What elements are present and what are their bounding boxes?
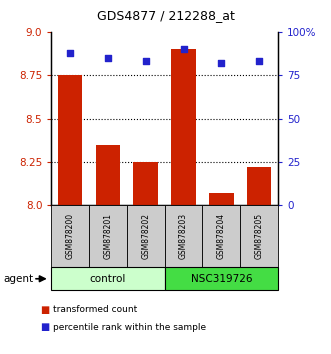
Point	[257, 58, 262, 64]
Point	[105, 55, 111, 61]
Point	[219, 60, 224, 66]
Text: agent: agent	[3, 274, 33, 284]
Text: GDS4877 / 212288_at: GDS4877 / 212288_at	[97, 10, 234, 22]
Text: control: control	[90, 274, 126, 284]
Bar	[58, 75, 82, 205]
Text: GSM878205: GSM878205	[255, 213, 264, 259]
Text: ■: ■	[40, 322, 49, 332]
Bar	[96, 144, 120, 205]
Text: GSM878203: GSM878203	[179, 213, 188, 259]
Text: transformed count: transformed count	[53, 305, 137, 314]
Bar	[133, 162, 158, 205]
Text: NSC319726: NSC319726	[191, 274, 252, 284]
Text: GSM878200: GSM878200	[66, 213, 75, 259]
Text: GSM878202: GSM878202	[141, 213, 150, 259]
Point	[68, 50, 73, 56]
Text: percentile rank within the sample: percentile rank within the sample	[53, 323, 206, 332]
Text: GSM878201: GSM878201	[104, 213, 113, 259]
Text: ■: ■	[40, 305, 49, 315]
Point	[143, 58, 148, 64]
Bar	[247, 167, 271, 205]
Bar	[209, 193, 234, 205]
Text: GSM878204: GSM878204	[217, 213, 226, 259]
Point	[181, 46, 186, 52]
Bar	[171, 49, 196, 205]
